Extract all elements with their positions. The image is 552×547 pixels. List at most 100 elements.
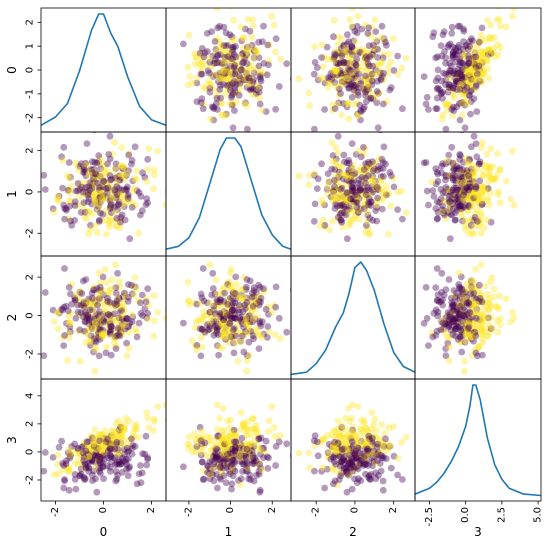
data-point (105, 300, 112, 308)
data-point (259, 444, 266, 452)
data-point (92, 475, 99, 483)
data-point (243, 464, 251, 472)
data-point (222, 311, 229, 319)
y-tick-label: 2 (25, 19, 36, 25)
data-point (244, 324, 252, 332)
data-point (92, 346, 99, 354)
data-point (352, 151, 360, 158)
data-point (220, 457, 228, 464)
data-point (95, 186, 103, 194)
data-point (115, 432, 123, 440)
data-point (80, 473, 88, 481)
data-point (332, 144, 340, 151)
data-point (453, 77, 461, 85)
data-point (467, 183, 475, 191)
data-point (335, 451, 343, 458)
data-point (331, 458, 338, 465)
data-point (216, 464, 224, 472)
data-point (480, 299, 488, 307)
data-point (257, 434, 265, 442)
data-point (473, 76, 481, 83)
data-point (96, 311, 103, 319)
data-point (478, 182, 486, 190)
data-point (244, 467, 251, 475)
data-point (461, 326, 469, 334)
data-point (98, 330, 106, 337)
data-point (335, 54, 343, 62)
data-point (236, 85, 244, 93)
data-point (364, 84, 371, 91)
data-point (349, 185, 356, 192)
data-point (360, 460, 368, 468)
data-point (193, 341, 201, 349)
data-point (355, 70, 363, 78)
data-point (323, 185, 331, 193)
data-point (85, 446, 93, 454)
data-point (120, 311, 128, 319)
data-point (228, 301, 236, 309)
data-point (209, 73, 217, 80)
data-point (457, 300, 465, 307)
data-point (473, 301, 480, 308)
data-point (82, 184, 90, 191)
data-point (111, 300, 119, 307)
data-point (330, 185, 338, 193)
data-point (439, 319, 447, 327)
data-point (215, 323, 222, 330)
data-point (98, 334, 106, 342)
data-point (446, 310, 454, 318)
data-point (101, 427, 109, 434)
data-point (352, 46, 360, 54)
data-point (446, 81, 454, 89)
data-point (478, 329, 486, 336)
data-point (471, 328, 479, 336)
data-point (447, 311, 454, 319)
data-point (485, 164, 493, 171)
data-point (76, 186, 84, 193)
data-point (105, 212, 113, 220)
data-point (311, 467, 318, 475)
data-point (227, 313, 234, 320)
data-point (85, 209, 93, 216)
data-point (451, 172, 459, 180)
data-point (154, 147, 162, 155)
data-point (437, 298, 445, 305)
data-point (207, 312, 215, 319)
data-point (197, 290, 205, 298)
data-point (460, 38, 467, 45)
data-point (366, 229, 374, 237)
data-point (91, 426, 99, 433)
data-point (107, 351, 115, 359)
data-point (383, 98, 390, 106)
data-point (348, 83, 356, 90)
data-point (222, 42, 230, 50)
data-point (432, 54, 440, 62)
data-point (249, 415, 257, 423)
data-point (218, 433, 226, 440)
data-point (92, 222, 99, 230)
data-point (461, 66, 468, 74)
x-variable-label: 1 (225, 525, 233, 539)
scatter-panel-3-0 (41, 401, 166, 496)
data-point (108, 209, 115, 217)
data-point (449, 51, 457, 59)
data-point (76, 181, 84, 189)
data-point (228, 64, 235, 72)
data-point (241, 75, 249, 82)
data-point (220, 439, 228, 446)
data-point (385, 189, 393, 197)
data-point (386, 443, 394, 450)
data-point (224, 455, 232, 463)
data-point (227, 329, 235, 336)
data-point (65, 284, 73, 291)
data-point (205, 77, 212, 85)
data-point (117, 161, 125, 169)
data-point (255, 298, 263, 305)
data-point (343, 176, 351, 184)
data-point (113, 194, 120, 201)
data-point (347, 81, 355, 88)
data-point (449, 53, 457, 61)
data-point (476, 294, 484, 302)
data-point (247, 476, 255, 483)
data-point (461, 299, 469, 306)
